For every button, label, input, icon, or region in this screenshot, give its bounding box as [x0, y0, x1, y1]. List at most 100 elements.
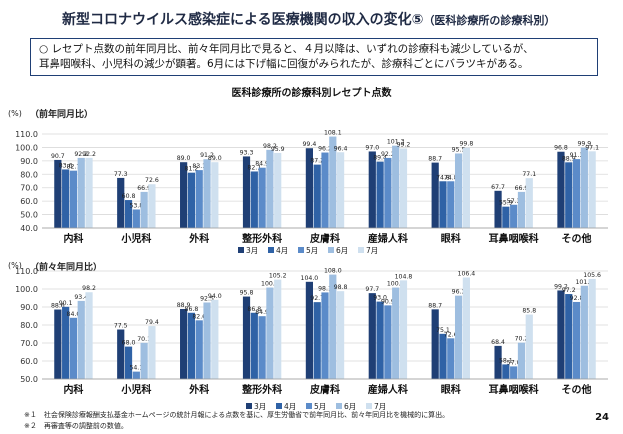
- summary-marker: ○: [39, 43, 49, 55]
- data-label-0-3-0: 93.3: [240, 149, 254, 156]
- legend-label-1-1: 4月: [284, 402, 296, 410]
- title-subtitle: （医科診療所の診療科別）: [423, 14, 556, 27]
- data-label-0-1-0: 77.3: [114, 171, 128, 178]
- data-label-1-5-4: 104.8: [395, 273, 413, 280]
- category-label-0-0: 内科: [63, 232, 83, 245]
- category-label-0-5: 産婦人科: [368, 232, 408, 245]
- y-tick-label-1-0: 110.0: [15, 267, 38, 276]
- category-label-0-3: 整形外科: [241, 232, 282, 245]
- category-label-0-7: 耳鼻咽喉科: [489, 232, 539, 245]
- legend-swatch-1-2: [306, 403, 312, 409]
- bar-0-2-0: [180, 162, 188, 228]
- data-label-1-8-0: 99.2: [554, 283, 568, 290]
- data-label-1-0-0: 88.6: [51, 303, 65, 310]
- data-label-1-5-0: 97.7: [365, 286, 379, 293]
- bar-1-5-3: [392, 287, 400, 379]
- bar-1-4-2: [321, 292, 329, 379]
- bar-1-1-2: [132, 371, 140, 379]
- category-label-1-1: 小児科: [120, 383, 151, 396]
- bar-1-8-3: [580, 285, 588, 379]
- data-label-1-3-0: 95.8: [240, 290, 254, 297]
- category-label-1-8: その他: [562, 383, 592, 396]
- y-tick-label-0-1: 100.0: [15, 143, 38, 152]
- legend-swatch-1-1: [276, 403, 282, 409]
- data-label-0-6-4: 99.8: [459, 141, 473, 148]
- bar-0-6-4: [462, 147, 470, 228]
- data-label-1-3-1: 86.8: [247, 306, 261, 313]
- bar-0-7-3: [517, 191, 526, 228]
- data-label-0-2-3: 91.2: [200, 152, 214, 159]
- category-label-1-0: 内科: [63, 383, 83, 396]
- y-tick-label-1-3: 80.0: [20, 321, 38, 330]
- bar-1-0-2: [69, 317, 78, 379]
- bar-0-4-2: [321, 152, 329, 228]
- bar-0-5-4: [399, 148, 408, 228]
- bar-1-0-4: [85, 292, 93, 379]
- summary-text-2: 耳鼻咽喉科、小児科の減少が顕著。6月には下げ幅に回復がみられたが、診療科ごとにバ…: [39, 58, 529, 70]
- bar-0-3-0: [242, 156, 251, 228]
- bar-1-2-1: [187, 312, 196, 379]
- legend-label-1-2: 5月: [314, 402, 326, 410]
- legend-swatch-0-1: [268, 247, 274, 253]
- data-label-0-3-3: 98.2: [263, 143, 277, 150]
- data-label-0-1-2: 53.8: [129, 202, 143, 209]
- bar-0-5-2: [384, 157, 392, 228]
- data-label-1-3-4: 105.2: [269, 273, 287, 280]
- data-label-1-2-2: 82.6: [192, 313, 206, 320]
- summary-box: ○ レセプト点数の前年同月比、前々年同月比で見ると、４月以降は、いずれの診療科も…: [30, 38, 598, 76]
- chart-title: 医科診療所の診療科別レセプト点数: [231, 88, 392, 99]
- data-label-1-0-4: 98.2: [82, 285, 96, 292]
- bar-0-1-3: [140, 191, 148, 228]
- page-title: 新型コロナウイルス感染症による医療機関の収入の変化⑤（医科診療所の診療科別）: [62, 9, 555, 29]
- data-label-0-8-2: 91.3: [570, 152, 584, 159]
- data-label-1-1-0: 77.5: [114, 323, 128, 330]
- data-label-1-6-2: 72.6: [444, 331, 458, 338]
- data-label-0-4-4: 96.4: [334, 145, 348, 152]
- category-label-1-3: 整形外科: [241, 383, 282, 396]
- bar-1-2-3: [203, 302, 211, 379]
- bar-0-2-1: [187, 172, 196, 228]
- category-label-0-1: 小児科: [120, 232, 151, 245]
- data-label-0-8-3: 99.9: [577, 141, 591, 148]
- data-label-0-5-4: 99.2: [397, 142, 411, 149]
- y-tick-label-0-6: 50.0: [20, 211, 38, 220]
- bar-0-8-2: [572, 159, 581, 228]
- category-label-0-2: 外科: [188, 232, 209, 245]
- bar-1-8-4: [588, 278, 596, 379]
- y-axis-unit-1: (%): [8, 261, 22, 270]
- legend-label-0-2: 5月: [306, 246, 318, 255]
- bar-0-3-3: [266, 149, 274, 228]
- y-tick-label-0-3: 80.0: [20, 170, 38, 179]
- data-label-0-7-0: 67.7: [491, 184, 505, 191]
- bar-0-3-1: [250, 171, 258, 228]
- data-label-0-7-2: 57.3: [507, 198, 521, 205]
- data-label-1-2-4: 94.0: [208, 293, 222, 300]
- category-label-0-8: その他: [562, 232, 592, 245]
- legend-swatch-0-0: [238, 247, 244, 253]
- bar-0-2-2: [195, 170, 203, 228]
- legend-swatch-0-2: [298, 247, 304, 253]
- bar-1-0-0: [54, 309, 62, 379]
- data-label-0-0-1: 83.6: [59, 162, 73, 169]
- data-label-0-6-0: 88.7: [428, 156, 442, 163]
- category-label-0-6: 眼科: [441, 232, 461, 245]
- legend-swatch-0-4: [358, 247, 364, 253]
- data-label-0-0-0: 90.7: [51, 153, 65, 160]
- bar-1-1-3: [140, 342, 148, 379]
- bar-0-7-2: [510, 204, 518, 228]
- data-label-1-0-1: 90.1: [59, 300, 73, 307]
- bar-1-6-2: [447, 338, 455, 379]
- bar-1-7-4: [525, 314, 533, 379]
- bar-0-6-0: [431, 162, 439, 228]
- bar-0-8-0: [557, 151, 565, 228]
- bar-1-3-4: [274, 279, 282, 379]
- data-label-1-1-2: 54.1: [129, 365, 143, 372]
- bar-1-6-0: [431, 309, 439, 379]
- category-label-0-4: 皮膚科: [309, 232, 340, 245]
- bar-1-1-0: [117, 329, 125, 379]
- data-label-0-6-3: 95.5: [452, 146, 466, 153]
- bar-0-7-0: [494, 190, 502, 228]
- bar-0-2-3: [203, 159, 211, 228]
- data-label-1-4-3: 108.0: [324, 268, 342, 275]
- bar-0-4-4: [337, 152, 345, 228]
